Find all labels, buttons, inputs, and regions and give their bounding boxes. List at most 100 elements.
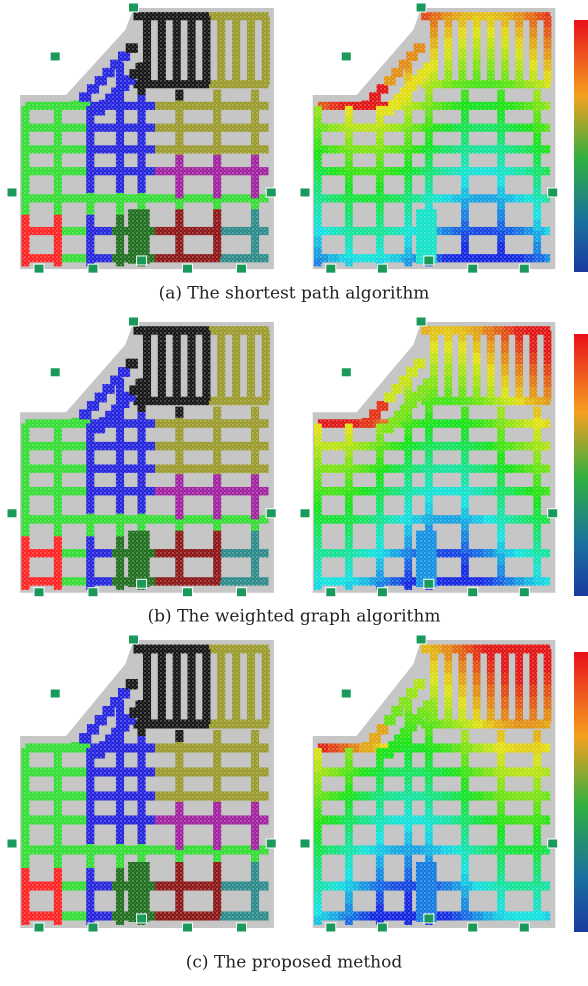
speckle (461, 886, 469, 898)
speckle (515, 49, 523, 60)
speckle (533, 754, 541, 766)
speckle (504, 487, 514, 495)
speckle (155, 102, 166, 110)
speckle (384, 715, 396, 726)
speckle (497, 838, 505, 850)
speckle (166, 194, 177, 202)
speckle (459, 685, 467, 697)
speckle (473, 342, 481, 353)
speckle (251, 220, 259, 231)
speckle (444, 353, 452, 364)
speckle (116, 748, 124, 760)
speckle (544, 342, 552, 353)
speckle (175, 253, 183, 258)
speckle (21, 480, 29, 491)
speckle (430, 721, 438, 724)
caption: (b) The weighted graph algorithm (148, 607, 441, 627)
speckle (404, 832, 412, 844)
speckle (425, 772, 433, 784)
speckle (251, 111, 259, 122)
speckle (123, 768, 134, 777)
speckle (533, 407, 541, 418)
speckle (425, 820, 433, 832)
speckle (251, 826, 259, 838)
speckle (377, 724, 389, 735)
speckle (328, 145, 338, 153)
speckle (213, 519, 221, 530)
speckle (501, 71, 509, 82)
speckle (175, 802, 183, 814)
speckle (545, 816, 550, 825)
speckle (391, 384, 403, 394)
speckle (411, 419, 421, 427)
speckle (118, 52, 130, 62)
speckle (515, 71, 523, 82)
speckle (487, 60, 495, 71)
speckle (242, 882, 253, 891)
speckle (345, 491, 353, 502)
speckle (504, 816, 514, 825)
speckle (86, 171, 94, 182)
speckle (188, 697, 196, 709)
speckle (175, 100, 183, 111)
speckle (421, 645, 431, 654)
speckle (251, 440, 259, 451)
speckle (487, 16, 495, 27)
speckle (376, 525, 384, 536)
speckle (198, 515, 209, 523)
speckle (514, 846, 524, 855)
speckle (242, 442, 253, 450)
speckle (175, 850, 183, 862)
speckle (138, 182, 146, 193)
speckle (86, 160, 94, 171)
speckle (232, 364, 240, 375)
speckle (175, 463, 183, 474)
speckle (242, 194, 253, 202)
speckle (231, 549, 242, 557)
speckle (188, 49, 196, 60)
speckle (533, 802, 541, 814)
speckle (430, 330, 438, 341)
speckle (188, 721, 196, 724)
speckle (314, 247, 322, 258)
speckle (514, 816, 524, 825)
speckle (345, 128, 353, 139)
speckle (501, 721, 509, 724)
speckle (444, 330, 452, 341)
speckle (524, 167, 534, 175)
speckle (487, 685, 495, 697)
speckle (376, 784, 384, 796)
speckle (251, 886, 259, 898)
speckle (544, 49, 552, 60)
speckle (390, 124, 400, 132)
speckle (123, 167, 134, 175)
speckle (545, 419, 550, 427)
speckle (116, 469, 124, 480)
speckle (497, 188, 505, 199)
speckle (138, 724, 146, 736)
speckle (242, 577, 253, 585)
speckle (411, 145, 421, 153)
speckle (138, 106, 146, 117)
speckle (220, 816, 231, 825)
speckle (444, 364, 452, 375)
speckle (198, 145, 209, 153)
speckle (473, 442, 483, 450)
speckle (247, 60, 255, 71)
speckle (231, 816, 242, 825)
floor-plan (300, 635, 558, 932)
speckle (376, 832, 384, 844)
speckle (529, 649, 537, 661)
speckle (514, 744, 524, 753)
speckle (533, 742, 541, 754)
speckle (497, 429, 505, 440)
speckle (425, 502, 433, 513)
speckle (213, 177, 221, 188)
speckle (188, 515, 199, 523)
speckle (247, 16, 255, 27)
speckle (497, 874, 505, 886)
speckle (529, 709, 537, 721)
speckle (390, 846, 400, 855)
speckle (166, 744, 177, 753)
speckle (404, 856, 412, 868)
